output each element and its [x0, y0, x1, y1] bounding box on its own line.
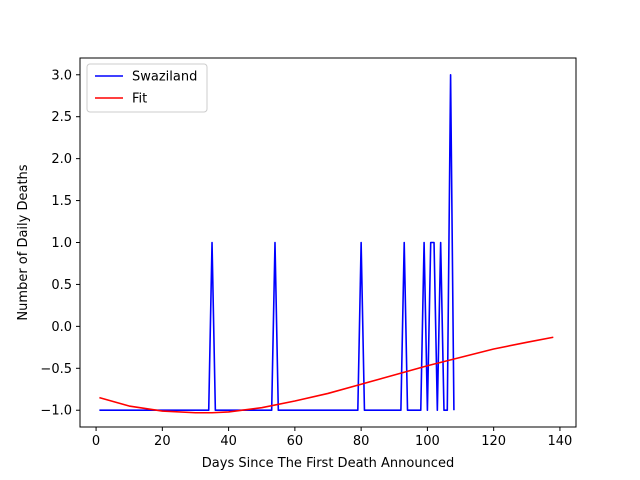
x-tick-label: 100 [415, 434, 440, 449]
x-axis-title: Days Since The First Death Announced [202, 456, 454, 471]
y-tick-label: 0.5 [51, 278, 72, 293]
plot-area [80, 58, 576, 427]
legend-label-fit: Fit [132, 92, 147, 107]
y-tick-label: 3.0 [51, 68, 72, 83]
y-tick-label: 1.5 [51, 194, 72, 209]
legend: Swaziland Fit [86, 63, 208, 113]
y-axis-title: Number of Daily Deaths [16, 164, 31, 320]
series-layer [99, 73, 554, 414]
y-tick-label: −0.5 [40, 362, 72, 377]
y-axis-ticks: −1.0 −0.5 0.0 0.5 1.0 1.5 2.0 2.5 3.0 [40, 68, 80, 419]
x-tick-label: 40 [220, 434, 237, 449]
y-tick-label: 2.0 [51, 152, 72, 167]
x-tick-label: 80 [353, 434, 370, 449]
x-tick-label: 140 [548, 434, 573, 449]
x-axis-ticks: 0 20 40 60 80 100 120 140 [92, 427, 572, 449]
y-tick-label: −1.0 [40, 404, 72, 419]
y-tick-label: 0.0 [51, 320, 72, 335]
y-tick-label: 1.0 [51, 236, 72, 251]
x-tick-label: 60 [287, 434, 304, 449]
y-tick-label: 2.5 [51, 110, 72, 125]
series-line-swaziland [99, 73, 455, 412]
x-tick-label: 120 [481, 434, 506, 449]
x-tick-label: 20 [154, 434, 171, 449]
x-tick-label: 0 [92, 434, 100, 449]
series-line-fit [99, 336, 554, 414]
legend-label-swaziland: Swaziland [132, 70, 197, 85]
